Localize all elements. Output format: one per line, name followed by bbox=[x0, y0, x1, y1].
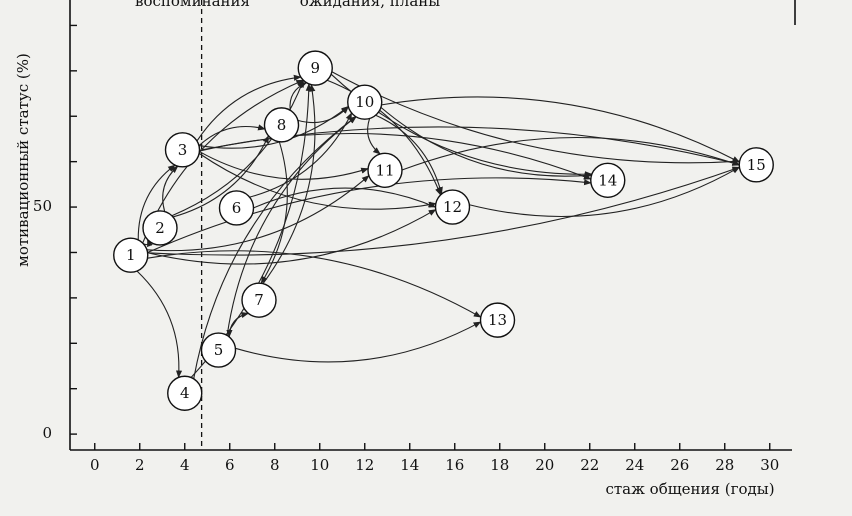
x-tick-label: 14 bbox=[400, 456, 419, 474]
connection bbox=[401, 136, 740, 171]
connection bbox=[147, 209, 437, 265]
connection bbox=[235, 321, 482, 363]
connection bbox=[331, 71, 741, 165]
x-tick-label: 26 bbox=[670, 456, 689, 474]
connection bbox=[289, 82, 308, 111]
node bbox=[738, 147, 774, 183]
x-tick-label: 8 bbox=[270, 456, 280, 474]
connection bbox=[326, 79, 442, 196]
node bbox=[167, 375, 203, 411]
node bbox=[367, 152, 403, 188]
node-label: 8 bbox=[277, 116, 287, 134]
connection bbox=[199, 132, 592, 180]
connection bbox=[260, 141, 288, 284]
node bbox=[113, 237, 149, 273]
connection bbox=[136, 270, 183, 379]
connection bbox=[198, 152, 437, 210]
connection bbox=[198, 124, 266, 147]
node-label: 11 bbox=[375, 161, 394, 179]
node bbox=[434, 189, 471, 225]
node bbox=[164, 132, 201, 168]
x-tick-label: 4 bbox=[180, 456, 190, 474]
y-tick-label: 0 bbox=[42, 424, 52, 442]
node bbox=[297, 50, 333, 86]
x-tick-label: 30 bbox=[760, 456, 779, 474]
node bbox=[347, 84, 383, 120]
x-tick-label: 6 bbox=[225, 456, 235, 474]
connection bbox=[147, 250, 482, 318]
node bbox=[479, 302, 516, 338]
node-label: 9 bbox=[310, 59, 320, 77]
node bbox=[200, 332, 237, 368]
connection bbox=[196, 74, 302, 142]
node-label: 4 bbox=[180, 384, 190, 402]
connection bbox=[226, 312, 249, 338]
x-tick-label: 0 bbox=[90, 456, 100, 474]
x-tick-label: 18 bbox=[490, 456, 509, 474]
connection bbox=[262, 83, 316, 284]
connection bbox=[146, 175, 370, 252]
node-label: 7 bbox=[254, 291, 264, 309]
node-label: 2 bbox=[155, 219, 165, 237]
node-label: 12 bbox=[443, 198, 462, 216]
connection bbox=[193, 116, 357, 379]
connection bbox=[253, 187, 437, 209]
x-tick-label: 16 bbox=[445, 456, 464, 474]
connection bbox=[137, 164, 176, 240]
x-tick-label: 28 bbox=[715, 456, 734, 474]
connection bbox=[375, 114, 443, 195]
connection bbox=[162, 165, 179, 212]
connection bbox=[381, 96, 741, 163]
connection bbox=[367, 118, 381, 155]
node-label: 3 bbox=[178, 141, 188, 159]
node bbox=[241, 282, 277, 318]
y-axis-label: мотивационный статус (%) bbox=[14, 53, 32, 267]
connection bbox=[249, 112, 353, 198]
connection bbox=[199, 151, 369, 180]
node-label: 1 bbox=[126, 246, 136, 264]
connection bbox=[171, 79, 304, 217]
node-label: 14 bbox=[598, 171, 617, 189]
node-label: 15 bbox=[747, 156, 766, 174]
connection bbox=[226, 116, 357, 336]
node bbox=[218, 190, 255, 226]
connection bbox=[147, 166, 741, 256]
x-tick-label: 22 bbox=[580, 456, 599, 474]
y-tick-label: 50 bbox=[33, 197, 52, 215]
node bbox=[142, 210, 178, 246]
node-label: 13 bbox=[488, 311, 507, 329]
x-tick-label: 12 bbox=[355, 456, 374, 474]
region-label: ожидания, планы bbox=[300, 0, 440, 10]
node-label: 5 bbox=[214, 341, 224, 359]
node-label: 10 bbox=[355, 93, 374, 111]
x-axis-label: стаж общения (годы) bbox=[605, 480, 774, 498]
x-tick-label: 20 bbox=[535, 456, 554, 474]
connection bbox=[297, 106, 349, 124]
x-tick-label: 10 bbox=[310, 456, 329, 474]
x-tick-label: 24 bbox=[625, 456, 644, 474]
x-tick-label: 2 bbox=[135, 456, 145, 474]
connection bbox=[172, 135, 270, 218]
connection bbox=[380, 106, 593, 179]
region-label: воспоминания bbox=[135, 0, 250, 10]
node-label: 6 bbox=[232, 199, 242, 217]
connection bbox=[469, 166, 741, 217]
node bbox=[263, 107, 300, 143]
connection bbox=[147, 177, 592, 254]
node bbox=[590, 162, 626, 198]
